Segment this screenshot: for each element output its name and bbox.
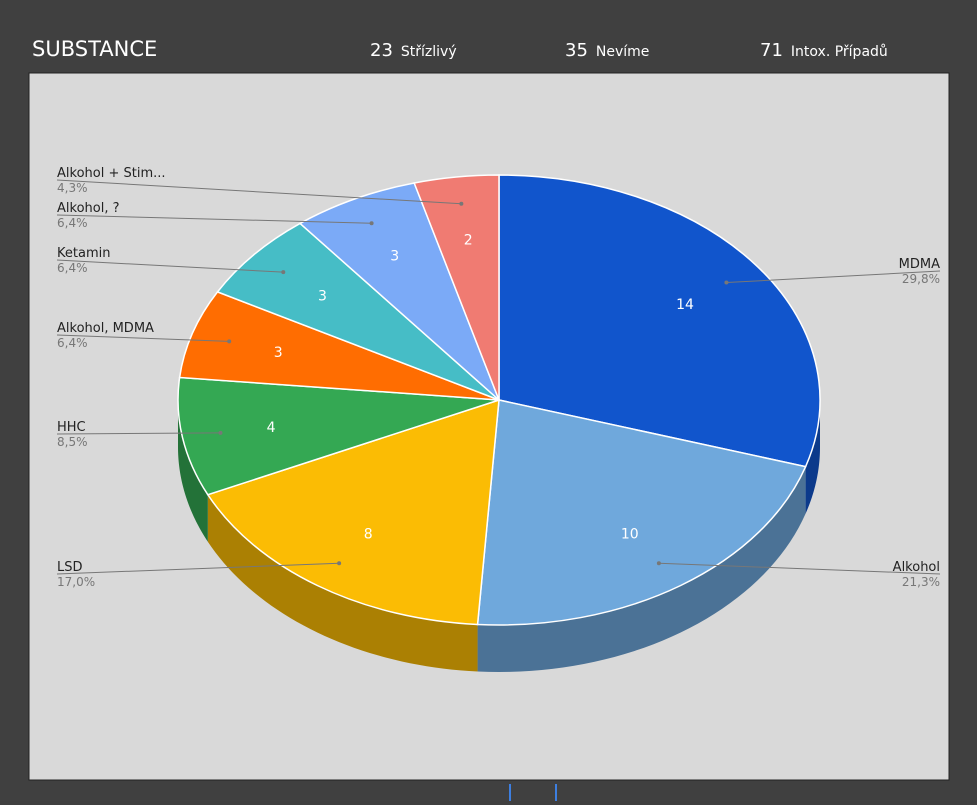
slice-value-label: 3 xyxy=(274,345,283,361)
percent-label: 29,8% xyxy=(902,272,940,286)
slice xyxy=(413,174,500,401)
category-label: Alkohol + Stim... xyxy=(57,166,166,181)
stat: 71 Intox. Případů xyxy=(760,40,888,61)
leader-dot xyxy=(369,221,374,226)
slice-value-label: 4 xyxy=(267,420,276,436)
slice-value-label: 14 xyxy=(676,297,694,313)
leader-line xyxy=(56,432,221,435)
slice-value-label: 2 xyxy=(464,232,473,248)
stat: 35 Nevíme xyxy=(565,40,649,61)
percent-label: 4,3% xyxy=(57,181,88,195)
stat-label: Nevíme xyxy=(596,44,650,60)
leader-dot xyxy=(337,561,342,566)
slice-value-label: 8 xyxy=(364,527,373,543)
slice xyxy=(206,398,500,626)
leader-dot xyxy=(218,430,223,435)
stat-label: Střízlivý xyxy=(401,44,457,60)
slice xyxy=(177,376,500,496)
leader-dot xyxy=(656,561,661,566)
leader-line xyxy=(658,562,941,575)
leader-line xyxy=(56,259,284,273)
slice xyxy=(476,399,807,626)
category-label: Alkohol xyxy=(893,560,940,575)
slice-value-label: 3 xyxy=(390,248,399,264)
percent-label: 8,5% xyxy=(57,435,88,449)
leader-line xyxy=(56,214,372,224)
slice xyxy=(216,222,500,401)
stat-value: 23 xyxy=(370,40,393,61)
stat-value: 35 xyxy=(565,40,588,61)
stat-value: 71 xyxy=(760,40,783,61)
percent-label: 6,4% xyxy=(57,216,88,230)
percent-label: 6,4% xyxy=(57,336,88,350)
percent-label: 6,4% xyxy=(57,261,88,275)
slice xyxy=(498,174,821,468)
slice-side xyxy=(477,466,806,672)
leader-line xyxy=(56,334,230,342)
category-label: HHC xyxy=(57,420,86,435)
percent-label: 17,0% xyxy=(57,575,95,589)
leader-line xyxy=(56,562,340,575)
category-label: LSD xyxy=(57,560,83,575)
category-label: Ketamin xyxy=(57,246,110,261)
slice-side xyxy=(805,400,820,514)
slice-side xyxy=(207,494,478,672)
category-label: Alkohol, MDMA xyxy=(57,321,154,336)
leader-dot xyxy=(459,201,464,206)
slice xyxy=(178,290,500,401)
leader-line xyxy=(56,179,462,205)
leader-dot xyxy=(227,339,232,344)
category-label: Alkohol, ? xyxy=(57,201,120,216)
slice-value-label: 10 xyxy=(621,527,639,543)
slice-side xyxy=(178,400,208,542)
stat: 23 Střízlivý xyxy=(370,40,457,61)
slice-value-label: 3 xyxy=(318,288,327,304)
stat-label: Intox. Případů xyxy=(791,44,888,60)
category-label: MDMA xyxy=(899,257,940,272)
leader-dot xyxy=(724,280,729,285)
chart-title: SUBSTANCE xyxy=(32,37,157,61)
leader-line xyxy=(726,270,941,284)
leader-dot xyxy=(281,270,286,275)
percent-label: 21,3% xyxy=(902,575,940,589)
slice xyxy=(298,182,500,401)
